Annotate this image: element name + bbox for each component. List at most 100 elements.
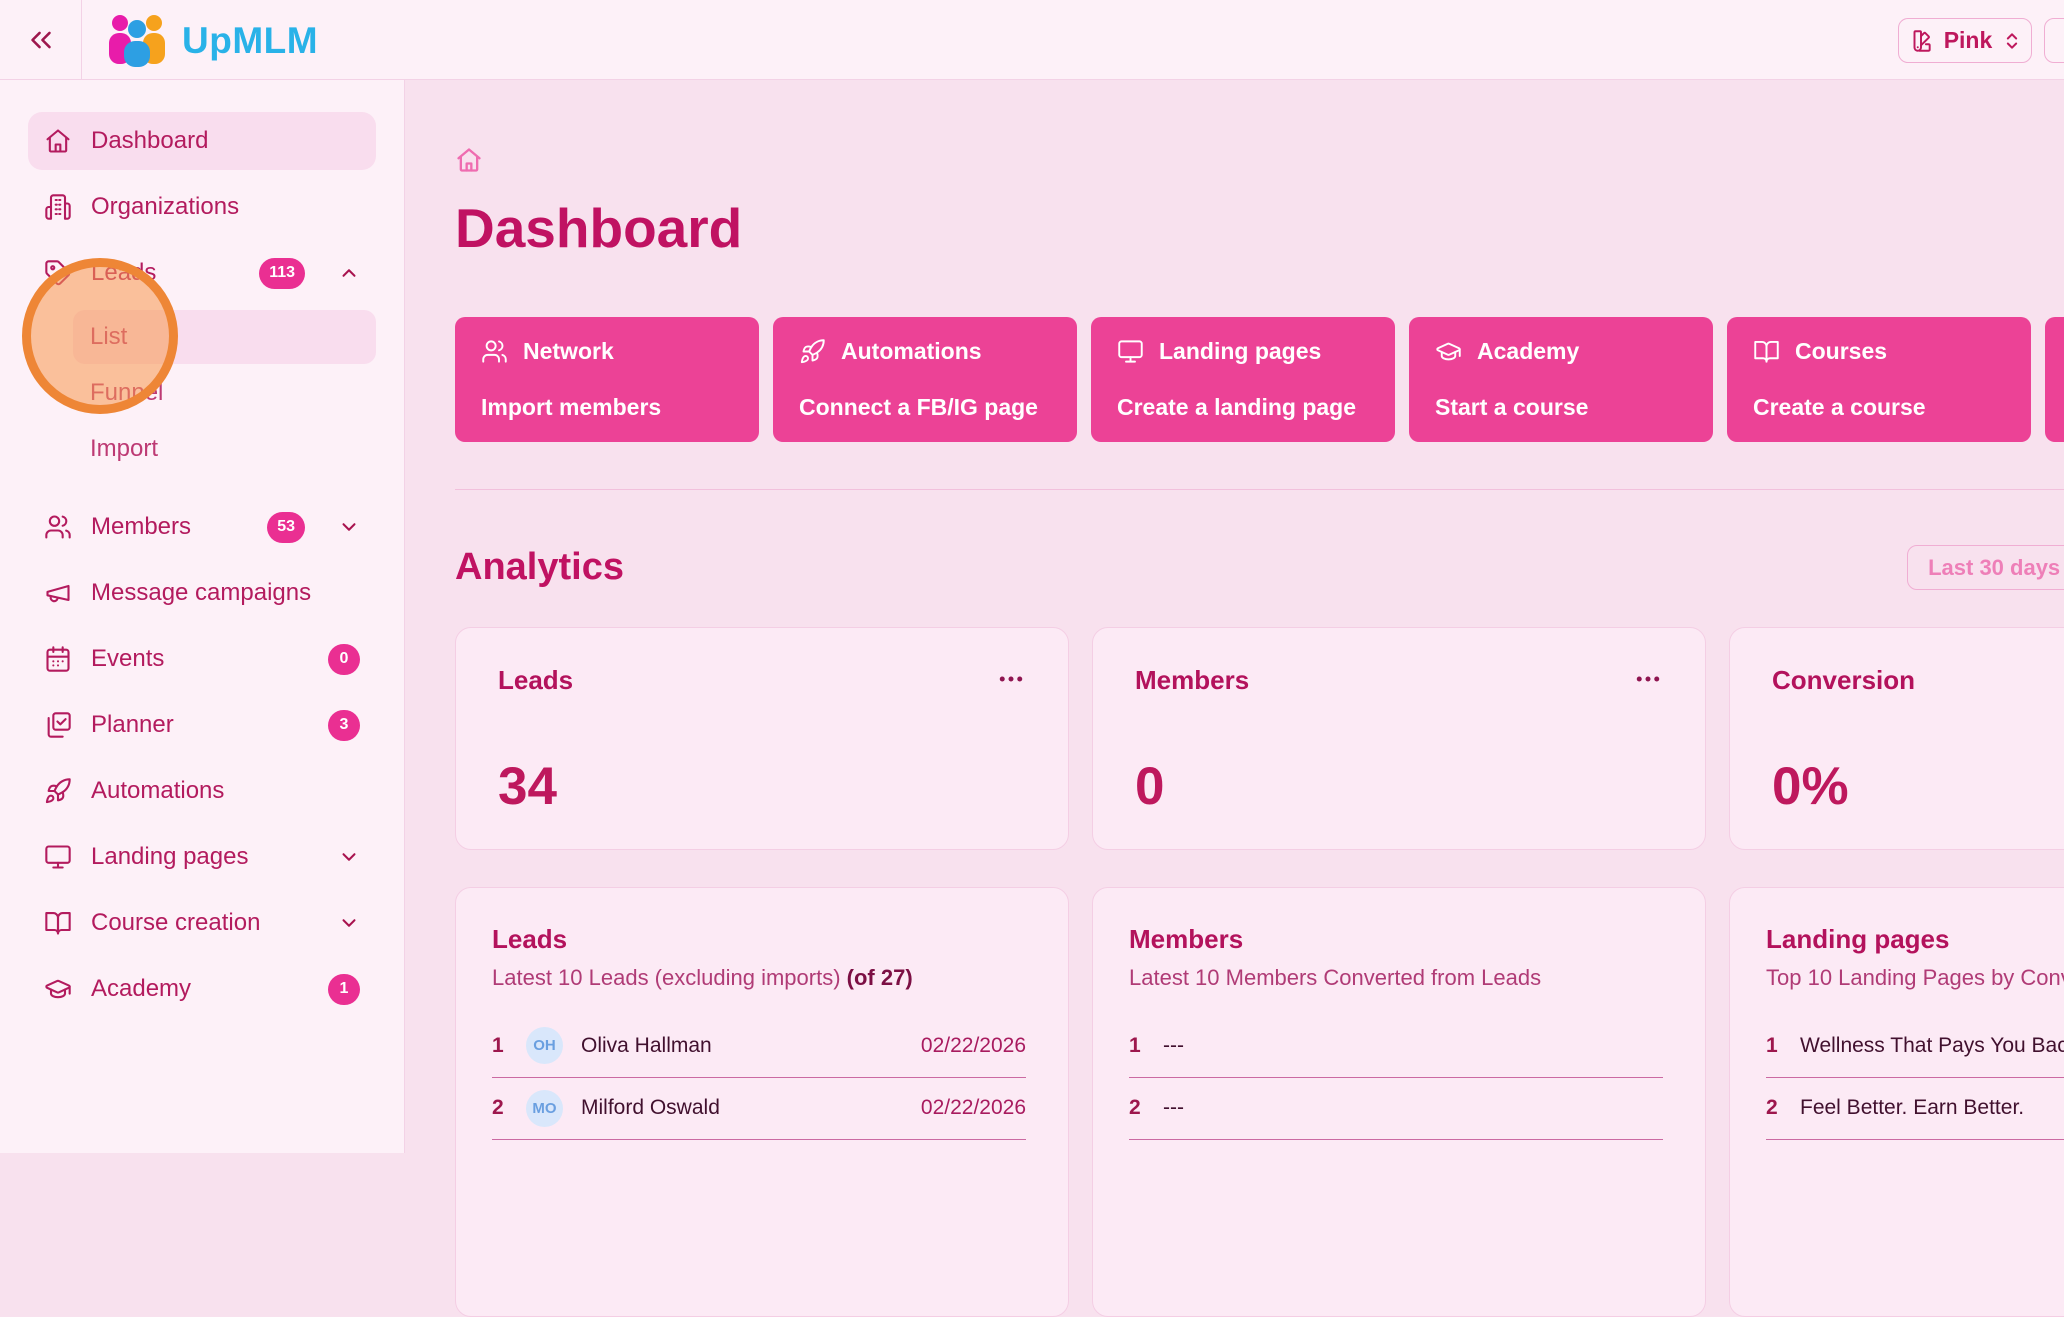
theme-label: Pink <box>1944 27 1993 54</box>
row-number: 2 <box>1766 1096 1800 1120</box>
monitor-icon <box>1117 338 1144 365</box>
sidebar-item-message-campaigns[interactable]: Message campaigns <box>28 564 376 622</box>
sidebar-item-label: Dashboard <box>91 127 208 155</box>
events-count-badge: 0 <box>328 644 360 675</box>
list-title: Members <box>1129 924 1663 955</box>
rocket-icon <box>44 777 72 805</box>
stat-value: 34 <box>498 760 1026 813</box>
open-book-icon <box>44 909 72 937</box>
quick-action-subtitle: Import members <box>481 394 733 421</box>
double-chevron-left-icon <box>24 23 58 57</box>
quick-action-title: Network <box>523 338 614 365</box>
lead-name: Oliva Hallman <box>581 1034 712 1058</box>
sidebar-item-course-creation[interactable]: Course creation <box>28 894 376 952</box>
quick-action-title: Courses <box>1795 338 1887 365</box>
stat-title: Members <box>1135 665 1249 696</box>
landing-page-row[interactable]: 1 Wellness That Pays You Back <box>1766 1015 2064 1078</box>
sidebar-item-events[interactable]: Events 0 <box>28 630 376 688</box>
sidebar-item-label: Message campaigns <box>91 579 311 607</box>
app-logo[interactable]: UpMLM <box>106 14 318 67</box>
chevron-down-icon <box>338 846 360 868</box>
landing-page-row[interactable]: 2 Feel Better. Earn Better. <box>1766 1078 2064 1141</box>
quick-action-title: Academy <box>1477 338 1579 365</box>
sidebar-item-academy[interactable]: Academy 1 <box>28 960 376 1018</box>
row-number: 1 <box>1766 1034 1800 1058</box>
calendar-icon <box>44 645 72 673</box>
analytics-header: Analytics Last 30 days 01/2 <box>455 545 2064 590</box>
lead-row[interactable]: 2 MO Milford Oswald 02/22/2026 <box>492 1078 1026 1141</box>
stat-value: 0 <box>1135 760 1663 813</box>
quick-action-network[interactable]: Network Import members <box>455 317 759 442</box>
leads-count-badge: 113 <box>259 258 305 289</box>
ellipsis-icon <box>1633 664 1663 694</box>
quick-action-title: Landing pages <box>1159 338 1321 365</box>
sidebar-subitem-funnel[interactable]: Funnel <box>73 366 376 420</box>
sidebar-subitem-list[interactable]: List <box>73 310 376 364</box>
lead-name: Milford Oswald <box>581 1096 720 1120</box>
breadcrumb-home-icon[interactable] <box>455 146 483 174</box>
theme-selector[interactable]: Pink <box>1898 18 2032 63</box>
stat-card-leads: Leads 34 <box>455 627 1069 850</box>
quick-action-academy[interactable]: Academy Start a course <box>1409 317 1713 442</box>
sidebar-item-label: Course creation <box>91 909 260 937</box>
quick-action-landing-pages[interactable]: Landing pages Create a landing page <box>1091 317 1395 442</box>
list-subtitle: Latest 10 Members Converted from Leads <box>1129 965 1663 991</box>
member-row[interactable]: 1 --- <box>1129 1015 1663 1078</box>
lead-date: 02/22/2026 <box>921 1034 1026 1058</box>
sidebar-item-landing-pages[interactable]: Landing pages <box>28 828 376 886</box>
landing-page-name: Wellness That Pays You Back <box>1800 1034 2064 1058</box>
users-icon <box>44 513 72 541</box>
card-menu-button[interactable] <box>996 664 1026 697</box>
list-title: Leads <box>492 924 1026 955</box>
lead-row[interactable]: 1 OH Oliva Hallman 02/22/2026 <box>492 1015 1026 1078</box>
sidebar-subitem-import[interactable]: Import <box>73 422 376 476</box>
quick-action-courses[interactable]: Courses Create a course <box>1727 317 2031 442</box>
sidebar-item-label: Members <box>91 513 191 541</box>
card-menu-button[interactable] <box>1633 664 1663 697</box>
date-range-label: Last 30 days <box>1928 555 2060 581</box>
stat-value: 0% <box>1772 760 2064 813</box>
sidebar-item-members[interactable]: Members 53 <box>28 498 376 556</box>
row-number: 2 <box>1129 1096 1163 1120</box>
quick-action-automations[interactable]: Automations Connect a FB/IG page <box>773 317 1077 442</box>
quick-action-partial[interactable]: C <box>2045 317 2064 442</box>
sidebar-item-automations[interactable]: Automations <box>28 762 376 820</box>
tag-icon <box>44 259 72 287</box>
list-card-leads: Leads Latest 10 Leads (excluding imports… <box>455 887 1069 1317</box>
landing-page-name: Feel Better. Earn Better. <box>1800 1096 2024 1120</box>
stats-row: Leads 34 Members 0 Conversion 0% <box>455 627 2064 850</box>
row-number: 2 <box>492 1096 526 1120</box>
chevron-down-icon <box>338 912 360 934</box>
list-subtitle: Top 10 Landing Pages by Conversion <box>1766 965 2064 991</box>
clipboard-check-icon <box>44 711 72 739</box>
graduation-cap-icon <box>1435 338 1462 365</box>
member-name: --- <box>1163 1096 1184 1120</box>
sidebar-item-dashboard[interactable]: Dashboard <box>28 112 376 170</box>
quick-action-subtitle: Create a course <box>1753 394 2005 421</box>
partial-header-button[interactable] <box>2044 18 2064 63</box>
people-logo-icon <box>106 14 168 67</box>
chevron-down-icon <box>338 516 360 538</box>
planner-count-badge: 3 <box>328 710 360 741</box>
chevron-up-icon <box>338 262 360 284</box>
rocket-icon <box>799 338 826 365</box>
member-name: --- <box>1163 1034 1184 1058</box>
sidebar-item-leads[interactable]: Leads 113 <box>28 244 376 302</box>
graduation-cap-icon <box>44 975 72 1003</box>
sidebar-subitem-label: Funnel <box>90 379 163 407</box>
sidebar-item-label: Automations <box>91 777 224 805</box>
users-icon <box>481 338 508 365</box>
sidebar-item-organizations[interactable]: Organizations <box>28 178 376 236</box>
stat-title: Leads <box>498 665 573 696</box>
main-content: Dashboard Network Import members Automat… <box>405 80 2064 1153</box>
sidebar-item-label: Events <box>91 645 164 673</box>
lead-date: 02/22/2026 <box>921 1096 1026 1120</box>
member-row[interactable]: 2 --- <box>1129 1078 1663 1141</box>
analytics-title: Analytics <box>455 546 624 589</box>
sidebar: Dashboard Organizations Leads 113 List F… <box>0 80 405 1153</box>
lists-row: Leads Latest 10 Leads (excluding imports… <box>455 887 2064 1317</box>
row-number: 1 <box>492 1034 526 1058</box>
date-range-selector[interactable]: Last 30 days 01/2 <box>1907 545 2064 590</box>
sidebar-item-planner[interactable]: Planner 3 <box>28 696 376 754</box>
sidebar-collapse-button[interactable] <box>0 0 81 79</box>
